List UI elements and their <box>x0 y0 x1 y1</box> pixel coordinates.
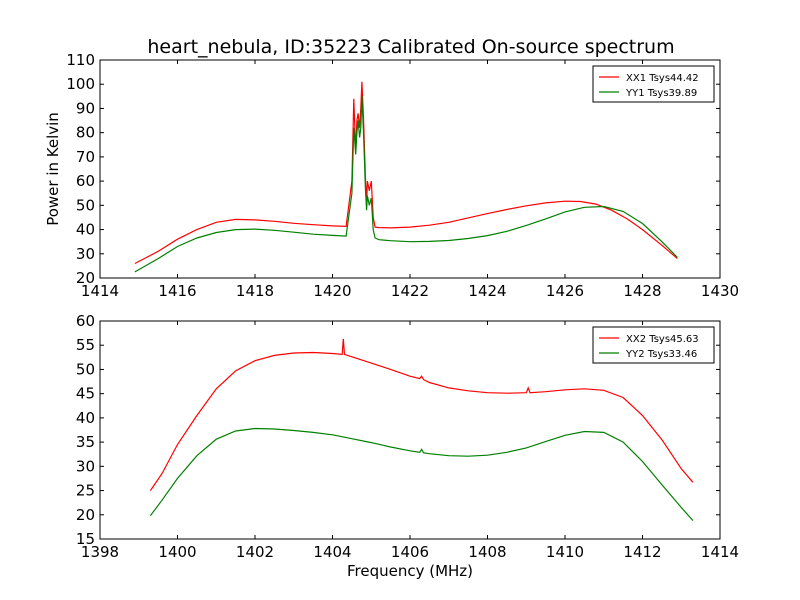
x-tick-label: 1398 <box>81 543 119 561</box>
y-tick-label: 40 <box>76 221 95 239</box>
y-tick-label: 90 <box>76 99 95 117</box>
legend-label: XX2 Tsys45.63 <box>626 334 699 345</box>
y-tick-label: 100 <box>66 75 95 93</box>
y-tick-label: 40 <box>76 409 95 427</box>
x-tick-label: 1414 <box>81 282 119 300</box>
x-tick-label: 1402 <box>236 543 274 561</box>
y-tick-label: 35 <box>76 433 95 451</box>
legend-box <box>592 65 715 103</box>
legend-box <box>592 326 715 364</box>
x-tick-label: 1424 <box>468 282 506 300</box>
x-tick-label: 1404 <box>313 543 351 561</box>
series-line-2-1 <box>149 338 694 491</box>
y-tick-label: 55 <box>76 336 95 354</box>
series-line-1-1 <box>134 81 678 265</box>
y-axis-label: Power in Kelvin <box>44 112 62 226</box>
legend-label: YY2 Tsys33.46 <box>625 349 697 360</box>
y-tick-label: 30 <box>76 245 95 263</box>
x-tick-label: 1406 <box>391 543 429 561</box>
y-tick-label: 50 <box>76 360 95 378</box>
y-tick-label: 20 <box>76 269 95 287</box>
y-tick-label: 60 <box>76 172 95 190</box>
x-tick-label: 1428 <box>623 282 661 300</box>
y-tick-label: 20 <box>76 506 95 524</box>
x-tick-label: 1408 <box>468 543 506 561</box>
x-tick-label: 1418 <box>236 282 274 300</box>
y-tick-label: 15 <box>76 530 95 548</box>
x-tick-label: 1422 <box>391 282 429 300</box>
y-tick-label: 70 <box>76 148 95 166</box>
x-tick-label: 1400 <box>158 543 196 561</box>
series-line-2-2 <box>149 427 694 521</box>
y-tick-label: 30 <box>76 457 95 475</box>
legend-label: YY1 Tsys39.89 <box>625 88 697 99</box>
x-tick-label: 1412 <box>623 543 661 561</box>
x-tick-label: 1414 <box>701 543 739 561</box>
y-tick-label: 110 <box>66 51 95 69</box>
x-tick-label: 1410 <box>546 543 584 561</box>
top-plot: 1414 1416 1418 1420 1422 1424 1426 1428 1430 20 30… <box>66 51 739 300</box>
x-axis-label: Frequency (MHz) <box>347 562 473 580</box>
x-tick-label: 1416 <box>158 282 196 300</box>
y-tick-label: 60 <box>76 312 95 330</box>
chart-title: heart_nebula, ID:35223 Calibrated On-sou… <box>147 36 674 58</box>
legend-label: XX1 Tsys44.42 <box>626 73 699 84</box>
y-tick-label: 50 <box>76 196 95 214</box>
series-line-1-2 <box>134 96 678 273</box>
y-tick-label: 25 <box>76 482 95 500</box>
bottom-plot: 1398 1400 1402 1404 1406 1408 1410 1412 1414 15 20… <box>76 312 739 561</box>
x-tick-label: 1430 <box>701 282 739 300</box>
x-tick-label: 1426 <box>546 282 584 300</box>
y-tick-label: 45 <box>76 385 95 403</box>
x-tick-label: 1420 <box>313 282 351 300</box>
y-tick-label: 80 <box>76 124 95 142</box>
